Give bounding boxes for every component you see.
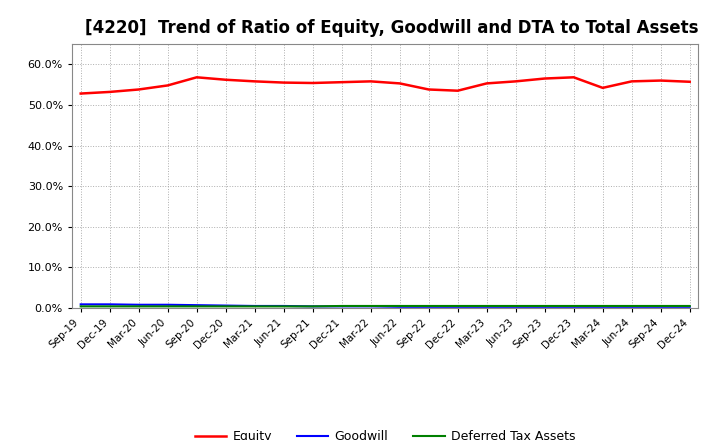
Deferred Tax Assets: [163, 304, 172, 309]
Goodwill: [511, 304, 520, 309]
Equity: [424, 87, 433, 92]
Deferred Tax Assets: [627, 303, 636, 308]
Deferred Tax Assets: [454, 303, 462, 308]
Goodwill: [338, 304, 346, 309]
Equity: [251, 79, 259, 84]
Goodwill: [454, 304, 462, 309]
Equity: [338, 80, 346, 85]
Goodwill: [279, 303, 288, 308]
Legend: Equity, Goodwill, Deferred Tax Assets: Equity, Goodwill, Deferred Tax Assets: [190, 425, 580, 440]
Equity: [541, 76, 549, 81]
Equity: [482, 81, 491, 86]
Goodwill: [482, 304, 491, 309]
Goodwill: [221, 303, 230, 308]
Goodwill: [308, 304, 317, 309]
Deferred Tax Assets: [135, 304, 143, 309]
Goodwill: [424, 304, 433, 309]
Equity: [657, 78, 665, 83]
Deferred Tax Assets: [338, 303, 346, 308]
Equity: [308, 81, 317, 86]
Deferred Tax Assets: [685, 303, 694, 308]
Goodwill: [135, 302, 143, 308]
Deferred Tax Assets: [105, 304, 114, 309]
Equity: [192, 75, 201, 80]
Goodwill: [192, 303, 201, 308]
Equity: [105, 89, 114, 95]
Deferred Tax Assets: [192, 304, 201, 309]
Goodwill: [251, 303, 259, 308]
Equity: [685, 79, 694, 84]
Deferred Tax Assets: [221, 304, 230, 309]
Equity: [135, 87, 143, 92]
Goodwill: [627, 304, 636, 309]
Goodwill: [541, 304, 549, 309]
Equity: [511, 79, 520, 84]
Equity: [598, 85, 607, 91]
Goodwill: [366, 304, 375, 309]
Line: Goodwill: Goodwill: [81, 304, 690, 307]
Deferred Tax Assets: [366, 303, 375, 308]
Goodwill: [657, 304, 665, 309]
Deferred Tax Assets: [482, 303, 491, 308]
Equity: [627, 79, 636, 84]
Deferred Tax Assets: [279, 304, 288, 309]
Deferred Tax Assets: [570, 303, 578, 308]
Goodwill: [105, 302, 114, 307]
Goodwill: [570, 304, 578, 309]
Equity: [221, 77, 230, 82]
Text: [4220]  Trend of Ratio of Equity, Goodwill and DTA to Total Assets: [4220] Trend of Ratio of Equity, Goodwil…: [84, 19, 698, 37]
Equity: [163, 83, 172, 88]
Equity: [454, 88, 462, 93]
Equity: [366, 79, 375, 84]
Equity: [279, 80, 288, 85]
Deferred Tax Assets: [598, 303, 607, 308]
Line: Equity: Equity: [81, 77, 690, 94]
Deferred Tax Assets: [541, 303, 549, 308]
Goodwill: [685, 304, 694, 309]
Deferred Tax Assets: [308, 304, 317, 309]
Deferred Tax Assets: [657, 303, 665, 308]
Goodwill: [163, 302, 172, 308]
Deferred Tax Assets: [424, 303, 433, 308]
Equity: [570, 75, 578, 80]
Goodwill: [76, 302, 85, 307]
Goodwill: [598, 304, 607, 309]
Equity: [395, 81, 404, 86]
Goodwill: [395, 304, 404, 309]
Deferred Tax Assets: [511, 303, 520, 308]
Equity: [76, 91, 85, 96]
Deferred Tax Assets: [251, 304, 259, 309]
Deferred Tax Assets: [76, 304, 85, 309]
Deferred Tax Assets: [395, 303, 404, 308]
